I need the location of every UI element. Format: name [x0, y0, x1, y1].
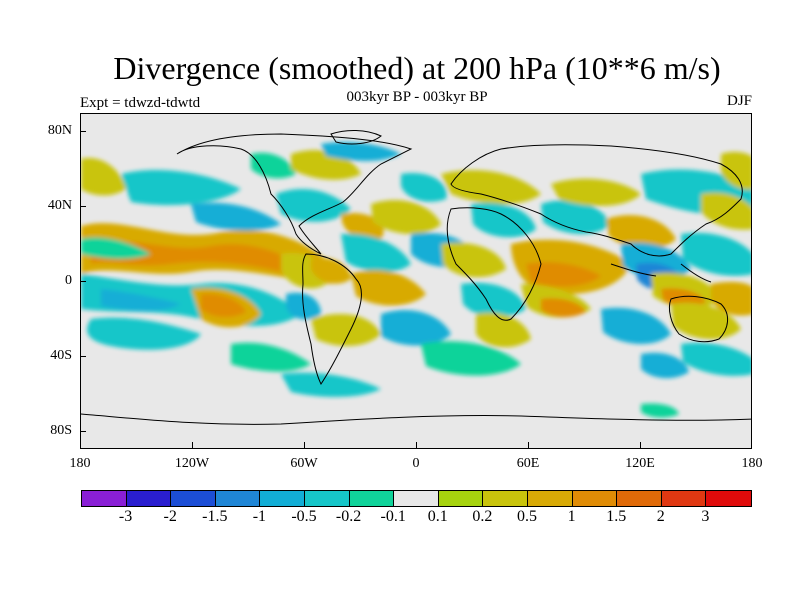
y-tick-mark [80, 281, 86, 282]
field-region [321, 142, 401, 161]
field-region [721, 151, 751, 190]
field-region [551, 178, 641, 206]
season-label: DJF [726, 93, 752, 109]
field-region [671, 302, 741, 340]
x-tick-mark [192, 442, 193, 448]
x-tick-mark [528, 442, 529, 448]
field-region [606, 215, 676, 250]
colorbar-label: -2 [163, 508, 177, 525]
y-tick-mark [80, 356, 86, 357]
x-tick-mark [416, 442, 417, 448]
field-region [601, 307, 671, 344]
field-region [191, 202, 281, 231]
y-tick-label: 0 [65, 273, 72, 288]
colorbar-label: 2 [656, 508, 665, 525]
x-tick-label: 60W [290, 456, 318, 471]
x-tick-mark [304, 442, 305, 448]
field-region [441, 170, 541, 205]
colorbar-label: 0.1 [427, 508, 448, 525]
field-region [121, 169, 241, 206]
colorbar-label: -1 [252, 508, 267, 525]
field-region [476, 312, 531, 348]
field-region [641, 352, 689, 379]
colorbar-swatch [617, 491, 662, 506]
divergence-map [81, 114, 751, 448]
field-region [281, 372, 381, 397]
field-region [231, 342, 311, 372]
field-region [311, 314, 381, 346]
x-tick-label: 180 [741, 456, 763, 471]
experiment-label: Expt = tdwzd-tdwtd [80, 95, 201, 111]
colorbar-swatch [394, 491, 439, 506]
y-tick-mark [80, 131, 86, 132]
field-region [91, 241, 301, 274]
colorbar-swatch [260, 491, 305, 506]
y-tick-label: 40N [47, 198, 72, 213]
field-region [276, 189, 351, 222]
y-tick-mark [80, 206, 86, 207]
field-region [87, 317, 201, 350]
field-region [351, 270, 426, 306]
coastlines [81, 130, 751, 425]
colorbar-swatch [349, 491, 395, 506]
colorbar-label: -0.2 [335, 508, 362, 525]
field-region [201, 293, 246, 318]
colorbar-label: 3 [701, 508, 710, 525]
field-region [541, 298, 586, 318]
colorbar-swatch [82, 491, 127, 506]
x-tick-label: 180 [69, 456, 91, 471]
colorbar-swatch [483, 491, 528, 506]
colorbar-swatch [527, 491, 573, 506]
field-region [81, 237, 151, 259]
field-region [471, 202, 536, 238]
plot-title: Divergence (smoothed) at 200 hPa (10**6 … [113, 50, 721, 86]
field-region [251, 152, 296, 179]
field-region [661, 288, 706, 308]
field-region [371, 200, 441, 234]
field-region [681, 342, 751, 376]
colorbar-swatch [126, 491, 172, 506]
field-region [401, 173, 447, 202]
colorbar-swatch [438, 491, 484, 506]
field-region [341, 233, 411, 273]
map-panel [80, 113, 752, 449]
colorbar-swatch [304, 491, 350, 506]
field-region [526, 262, 601, 287]
colorbar-swatch [706, 491, 751, 506]
colorbar [81, 490, 752, 507]
field-region [681, 232, 751, 276]
x-tick-label: 120W [174, 456, 210, 471]
x-tick-label: 0 [412, 456, 420, 471]
colorbar-swatch [572, 491, 618, 506]
y-tick-label: 80S [50, 423, 72, 438]
x-tick-mark [640, 442, 641, 448]
y-tick-label: 40S [50, 348, 72, 363]
field-region [101, 289, 181, 311]
colorbar-label: 1.5 [606, 508, 627, 525]
colorbar-label: 0.2 [472, 508, 493, 525]
field-region [441, 242, 506, 278]
x-tick-label: 120E [625, 456, 655, 471]
field-region [641, 403, 679, 418]
colorbar-label: -1.5 [202, 508, 228, 525]
colorbar-swatch [215, 491, 261, 506]
field-region [461, 282, 526, 318]
colorbar-label: -0.1 [380, 508, 406, 525]
y-tick-mark [80, 431, 86, 432]
colorbar-label: 1 [567, 508, 576, 525]
field-region [381, 310, 451, 346]
plot-subtitle: 003kyr BP - 003kyr BP [346, 89, 488, 105]
y-tick-label: 80N [47, 123, 72, 138]
colorbar-label: 0.5 [517, 508, 537, 525]
colorbar-swatch [661, 491, 707, 506]
field-region [421, 341, 521, 376]
field-region [711, 281, 751, 316]
field-region [81, 158, 126, 196]
colorbar-label: -0.5 [291, 508, 317, 525]
colorbar-swatch [171, 491, 216, 506]
x-tick-label: 60E [516, 456, 540, 471]
field-region [541, 200, 611, 234]
colorbar-label: -3 [118, 508, 133, 525]
